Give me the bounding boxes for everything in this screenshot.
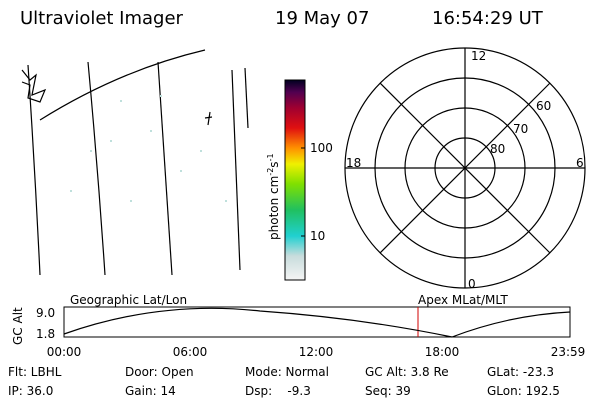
status-field: GLon: 192.5 [487, 384, 560, 398]
polar-label: 80 [490, 142, 505, 156]
x-label: 00:00 [47, 345, 82, 359]
status-field: Mode: Normal [245, 365, 329, 379]
exp: -1 [266, 153, 275, 161]
status: Flt: LBHL Door: Open Mode: Normal GC Alt: 3… [8, 365, 560, 398]
status-field: Gain: 14 [125, 384, 176, 398]
unit: s [267, 161, 281, 167]
polar-label: 0 [468, 277, 476, 291]
y-title: GC Alt [11, 307, 25, 345]
polar-label: 60 [536, 99, 551, 113]
status-field: GLat: -23.3 [487, 365, 554, 379]
orbit-curve [63, 307, 571, 338]
x-label: 06:00 [173, 345, 208, 359]
x-label: 12:00 [299, 345, 334, 359]
polar-label: 6 [576, 156, 584, 170]
time: 16:54:29 UT [432, 8, 544, 29]
title: Ultraviolet Imager [20, 8, 184, 29]
colorbar-tick: 10 [310, 229, 325, 243]
colorbar [284, 79, 306, 281]
colorbar-tick: 100 [310, 141, 333, 155]
orbit-label: Geographic Lat/Lon [70, 293, 187, 307]
unit: photon cm [267, 176, 281, 240]
polar-grid [344, 47, 586, 289]
status-field: Seq: 39 [365, 384, 411, 398]
orbit-frame [63, 306, 571, 338]
polar-label: 18 [346, 156, 361, 170]
exp: -2 [266, 168, 275, 176]
x-label: 23:59 [551, 345, 586, 359]
status-field: GC Alt: 3.8 Re [365, 365, 449, 379]
status-field: Flt: LBHL [8, 365, 62, 379]
colorbar-label: photon cm-2s-1 [266, 153, 281, 240]
orbit-label: Apex MLat/MLT [418, 293, 508, 307]
polar-label: 12 [471, 49, 486, 63]
image-grid [21, 49, 249, 276]
y-label: 1.8 [36, 327, 55, 341]
date: 19 May 07 [275, 8, 369, 29]
x-label: 18:00 [425, 345, 460, 359]
y-label: 9.0 [36, 306, 55, 320]
status-field: IP: 36.0 [8, 384, 53, 398]
status-field: Dsp: -9.3 [245, 384, 311, 398]
polar-label: 70 [513, 122, 528, 136]
status-field: Door: Open [125, 365, 194, 379]
